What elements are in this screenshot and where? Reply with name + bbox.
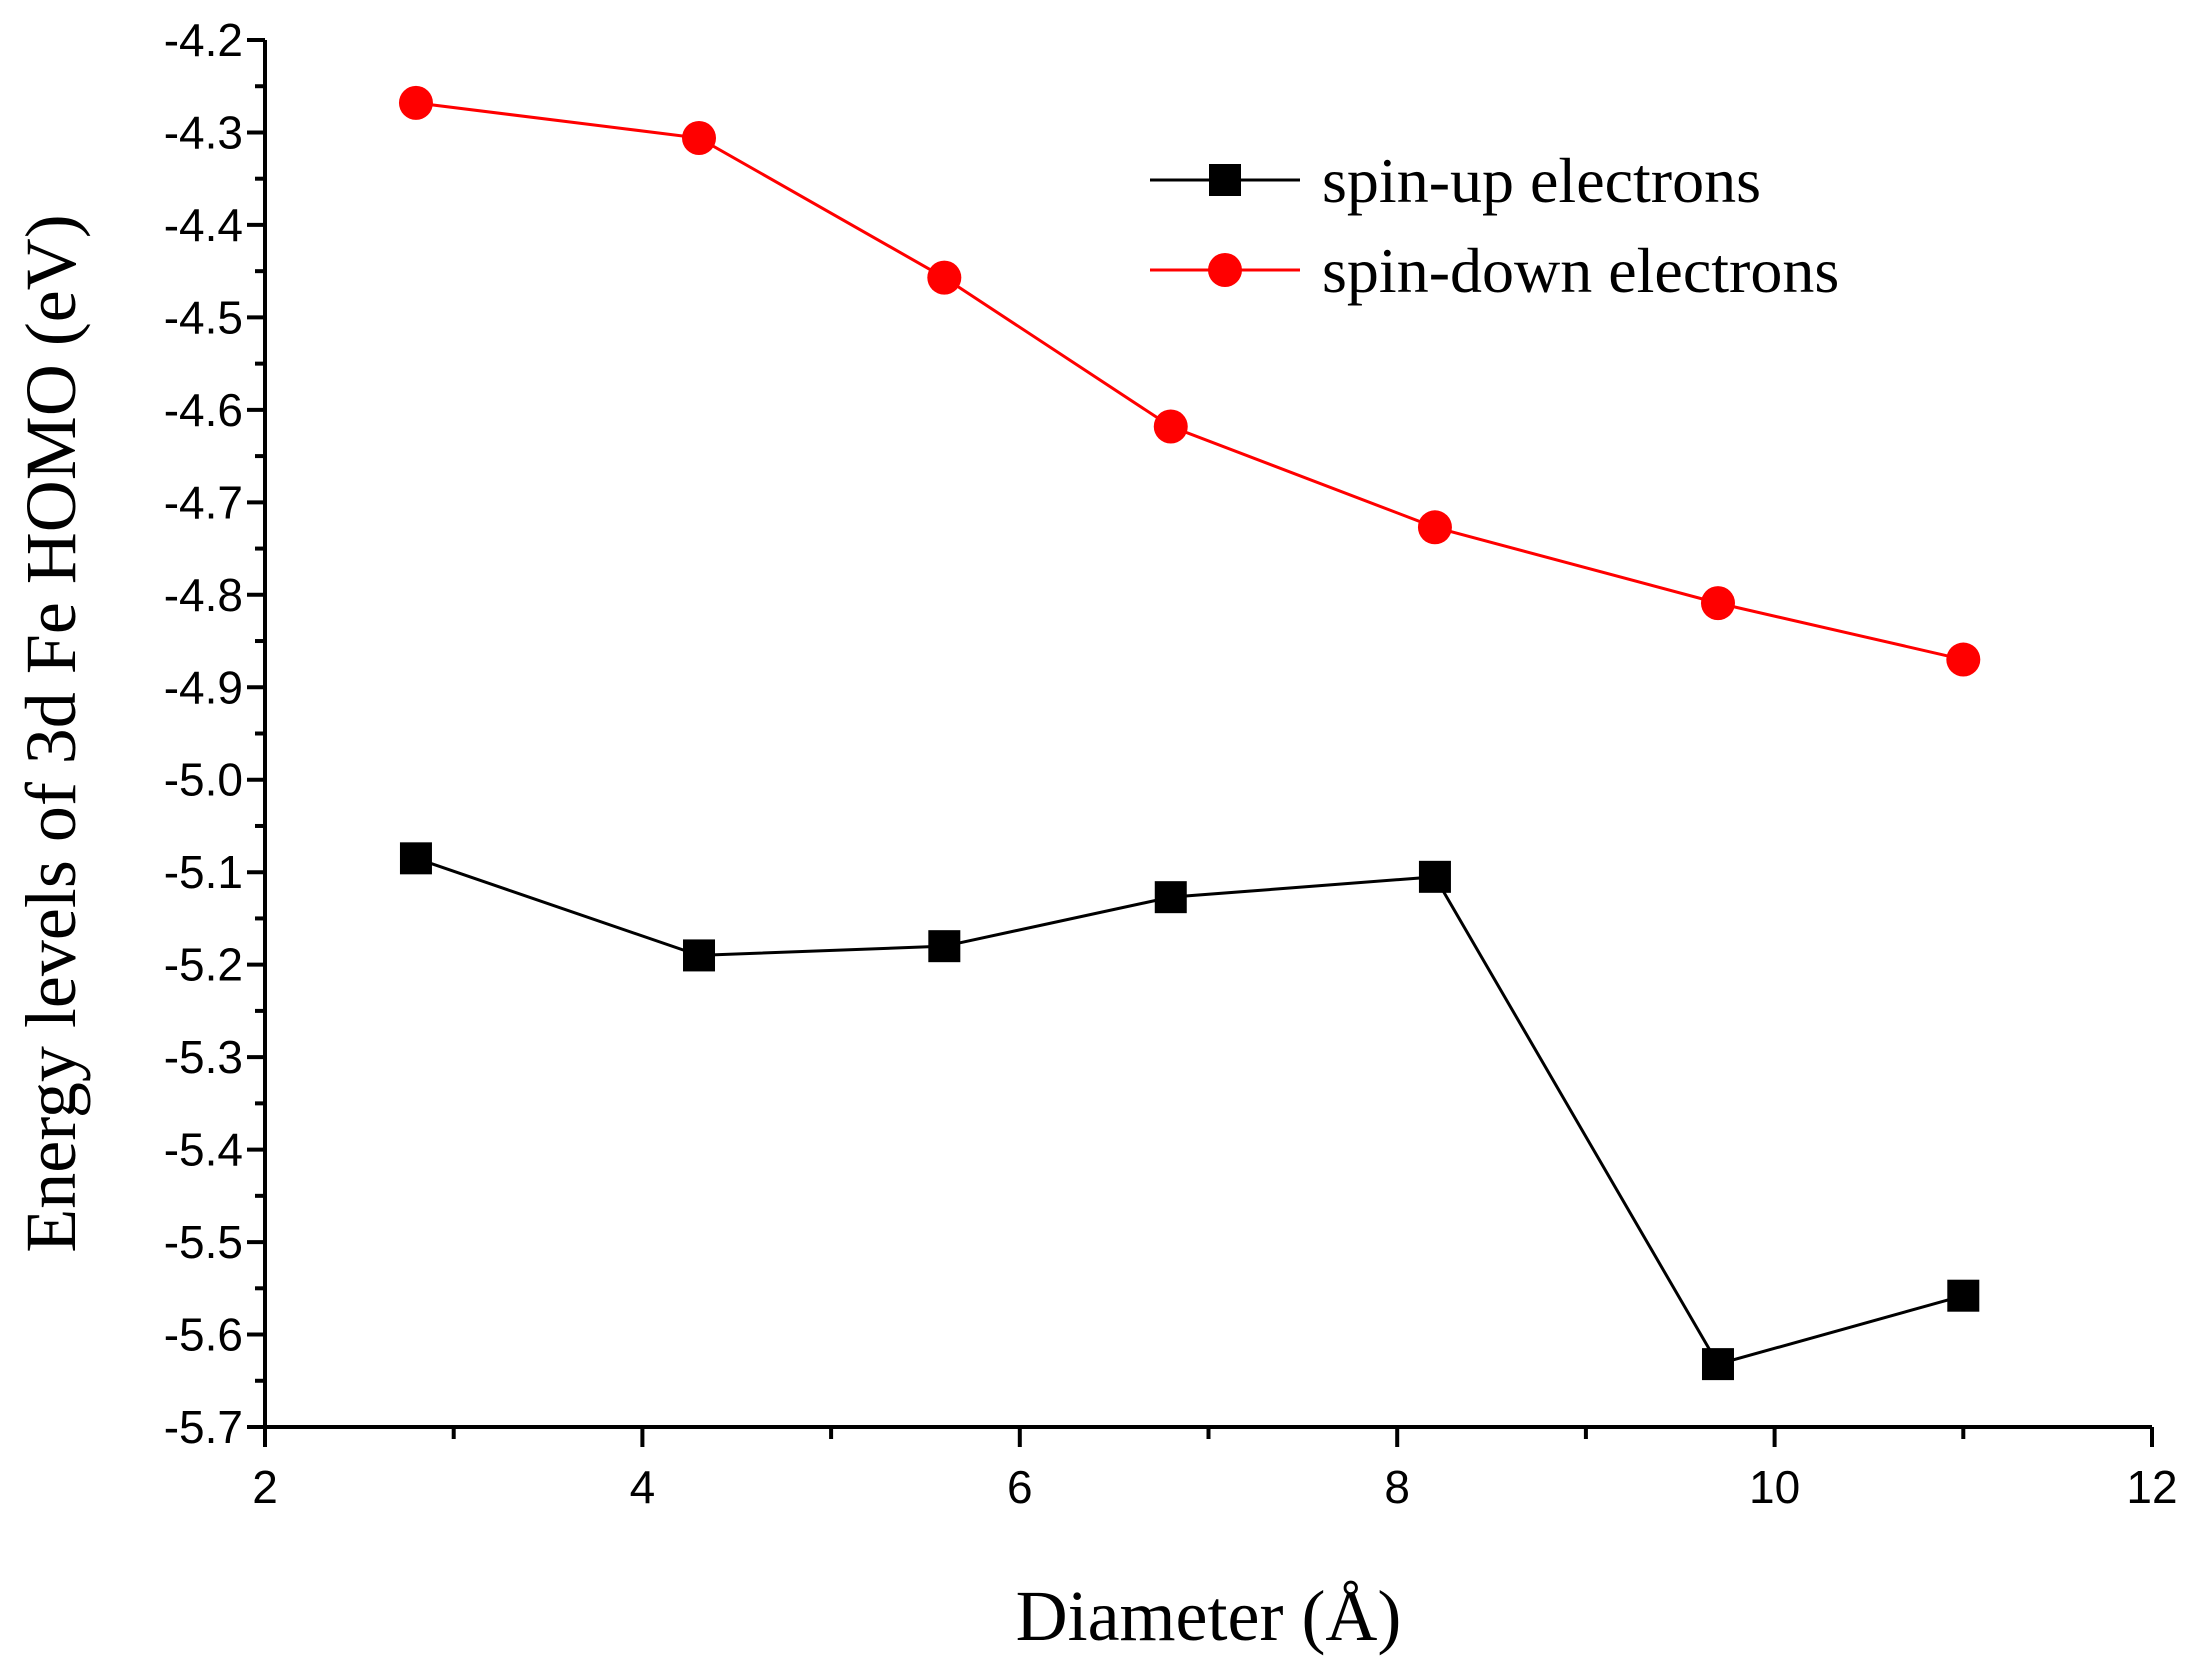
y-axis-title: Energy levels of 3d Fe HOMO (eV): [11, 214, 91, 1252]
y-tick-label: -4.6: [164, 384, 243, 436]
legend-item-2: spin-down electrons: [1150, 235, 1839, 306]
legend: spin-up electrons spin-down electrons: [1150, 145, 1839, 306]
y-tick-label: -4.3: [164, 106, 243, 158]
x-tick-label: 2: [252, 1461, 278, 1513]
y-tick-label: -5.3: [164, 1031, 243, 1083]
y-tick-label: -5.7: [164, 1401, 243, 1453]
legend-item-1: spin-up electrons: [1150, 145, 1761, 216]
data-point: [1153, 409, 1188, 444]
x-tick-label: 4: [630, 1461, 656, 1513]
data-point: [1417, 510, 1452, 545]
data-point: [1946, 642, 1981, 677]
legend-label: spin-up electrons: [1322, 145, 1761, 216]
data-point: [1701, 1348, 1734, 1381]
y-tick-label: -5.2: [164, 939, 243, 991]
data-point: [1154, 881, 1187, 914]
data-point: [399, 842, 432, 875]
data-point: [928, 930, 961, 963]
y-tick-label: -4.2: [164, 14, 243, 66]
data-point: [1700, 586, 1735, 621]
y-tick-label: -5.4: [164, 1124, 243, 1176]
x-tick-label: 10: [1749, 1461, 1800, 1513]
x-tick-label: 12: [2126, 1461, 2177, 1513]
x-tick-label: 6: [1007, 1461, 1033, 1513]
series-1: [399, 842, 1980, 1381]
data-point: [682, 121, 717, 156]
y-tick-label: -4.4: [164, 199, 243, 251]
legend-label: spin-down electrons: [1322, 235, 1839, 306]
y-tick-label: -5.5: [164, 1216, 243, 1268]
data-point: [683, 939, 716, 972]
y-tick-label: -4.5: [164, 291, 243, 343]
x-tick-label: 8: [1384, 1461, 1410, 1513]
series-line: [415, 856, 1964, 1366]
y-tick-label: -5.0: [164, 754, 243, 806]
series-layer: [398, 85, 1981, 1381]
y-tick-label: -4.7: [164, 476, 243, 528]
data-point: [927, 260, 962, 295]
data-point: [1418, 860, 1451, 893]
legend-marker: [1208, 253, 1242, 287]
y-tick-label: -4.8: [164, 569, 243, 621]
y-tick-label: -5.1: [164, 846, 243, 898]
y-tick-label: -5.6: [164, 1309, 243, 1361]
y-tick-label: -4.9: [164, 661, 243, 713]
axes: -5.7 -5.6 -5.5 -5.4 -5.3 -5.2 -5.1 -5.0 -4.9 -4.8…: [164, 14, 2178, 1513]
data-point: [398, 85, 433, 120]
legend-marker: [1209, 164, 1241, 196]
data-point: [1947, 1279, 1980, 1312]
x-axis-title: Diameter (Å): [1016, 1576, 1402, 1656]
series-2: [398, 85, 1981, 677]
